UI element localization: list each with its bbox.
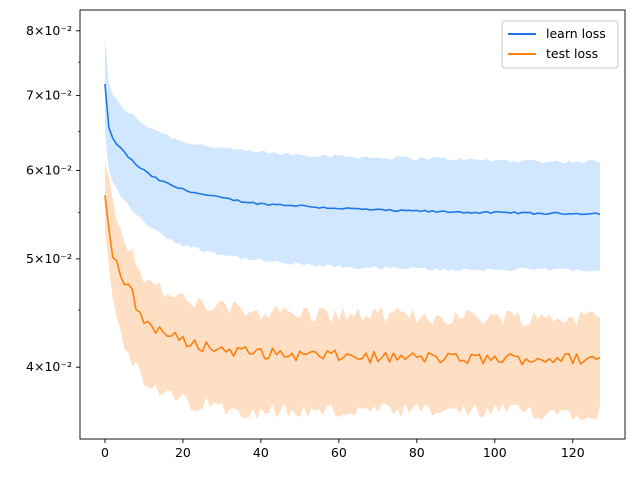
legend-label-learn-loss: learn loss (546, 26, 606, 41)
x-tick-label: 120 (561, 445, 585, 460)
x-tick-label: 40 (253, 445, 269, 460)
x-axis-ticks: 0 20 40 60 80 100 120 (101, 439, 585, 460)
y-tick-label: 5×10⁻² (26, 251, 72, 266)
x-tick-label: 0 (101, 445, 109, 460)
y-tick-label: 4×10⁻² (26, 359, 72, 374)
y-tick-label: 6×10⁻² (26, 162, 72, 177)
legend-label-test-loss: test loss (546, 46, 598, 61)
y-tick-label: 7×10⁻² (26, 88, 72, 103)
band-learn-loss (104, 36, 601, 272)
x-tick-label: 20 (175, 445, 191, 460)
x-tick-label: 100 (483, 445, 507, 460)
y-axis-ticks: 4×10⁻² 5×10⁻² 6×10⁻² 7×10⁻² 8×10⁻² (26, 23, 80, 374)
plot-frame (79, 9, 626, 440)
line-test-loss (104, 195, 601, 366)
legend: learn loss test loss (501, 20, 619, 69)
y-tick-label: 8×10⁻² (26, 23, 72, 38)
axes (79, 9, 626, 440)
series-lines (104, 83, 601, 366)
x-tick-label: 80 (409, 445, 425, 460)
confidence-bands (104, 36, 601, 421)
legend-box (501, 20, 619, 69)
x-tick-label: 60 (331, 445, 347, 460)
line-learn-loss (104, 83, 601, 216)
